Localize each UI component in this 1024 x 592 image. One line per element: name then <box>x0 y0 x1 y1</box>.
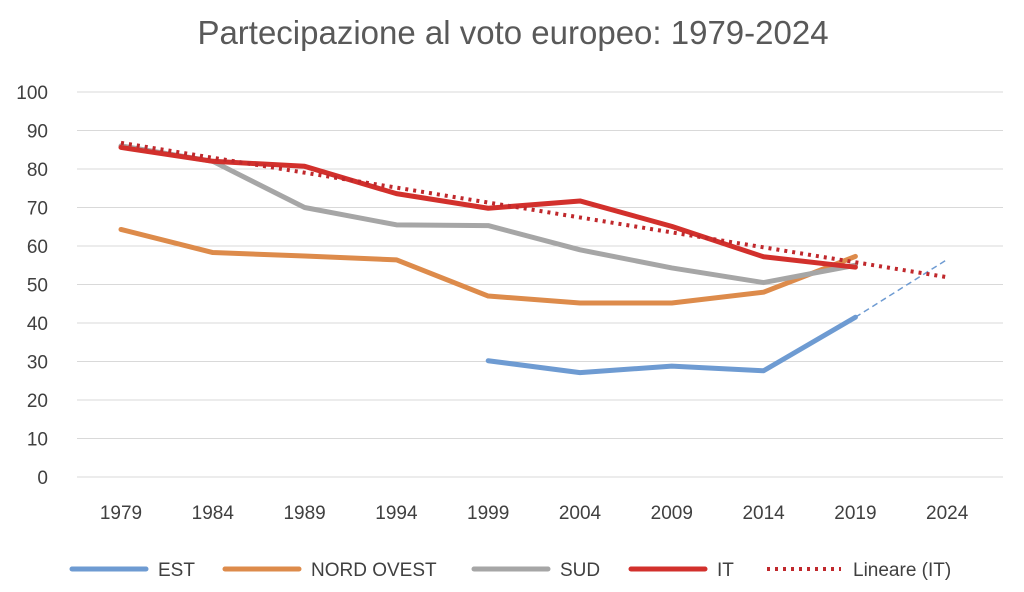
grid <box>77 91 1003 478</box>
y-tick-label-70: 70 <box>27 199 48 220</box>
x-tick-label-1984: 1984 <box>192 503 235 524</box>
legend-label-lineare-it: Lineare (IT) <box>853 560 951 581</box>
line-it <box>118 144 858 270</box>
series-sud <box>118 143 858 286</box>
y-tick-label-20: 20 <box>27 391 48 412</box>
line-sud <box>118 143 858 286</box>
y-tick-label-10: 10 <box>27 430 48 451</box>
y-tick-label-40: 40 <box>27 314 48 335</box>
x-tick-label-1994: 1994 <box>375 503 418 524</box>
series-layer <box>118 140 948 376</box>
x-tick-label-2024: 2024 <box>926 503 969 524</box>
series-est <box>485 258 948 376</box>
x-axis-tick-labels: 1979 1984 1989 1994 1999 2004 2009 2014 2019 2024 <box>100 503 969 524</box>
x-tick-label-1989: 1989 <box>283 503 325 524</box>
chart-title: Partecipazione al voto europeo: 1979-202… <box>197 14 828 51</box>
y-tick-label-50: 50 <box>27 276 48 297</box>
y-axis-tick-labels: 0 10 20 30 40 50 60 70 80 90 100 <box>16 83 48 489</box>
y-tick-label-100: 100 <box>16 83 48 104</box>
line-est <box>485 314 858 376</box>
legend-label-nord-ovest: NORD OVEST <box>311 560 437 581</box>
trendline-lineare-it <box>120 140 948 280</box>
series-lineare-it <box>120 140 948 280</box>
legend-label-est: EST <box>158 560 195 581</box>
legend-item-sud: SUD <box>471 560 600 581</box>
line-nord-ovest <box>118 226 858 306</box>
x-tick-label-1999: 1999 <box>467 503 509 524</box>
y-tick-label-90: 90 <box>27 122 48 143</box>
series-nord-ovest <box>118 226 858 306</box>
legend-label-it: IT <box>717 560 734 581</box>
extension-est <box>855 258 948 318</box>
x-tick-label-2004: 2004 <box>559 503 602 524</box>
y-tick-label-80: 80 <box>27 160 48 181</box>
legend-item-it: IT <box>628 560 734 581</box>
x-tick-label-2014: 2014 <box>742 503 785 524</box>
legend-label-sud: SUD <box>560 560 600 581</box>
series-it <box>118 144 858 270</box>
legend-item-est: EST <box>69 560 195 581</box>
x-tick-label-2009: 2009 <box>651 503 693 524</box>
x-tick-label-2019: 2019 <box>834 503 876 524</box>
y-tick-label-0: 0 <box>37 468 48 489</box>
x-tick-label-1979: 1979 <box>100 503 142 524</box>
legend: EST NORD OVEST SUD IT Lineare (IT) <box>69 560 951 581</box>
legend-item-lineare-it: Lineare (IT) <box>767 560 951 581</box>
y-tick-label-30: 30 <box>27 353 48 374</box>
y-tick-label-60: 60 <box>27 237 48 258</box>
legend-item-nord-ovest: NORD OVEST <box>222 560 437 581</box>
